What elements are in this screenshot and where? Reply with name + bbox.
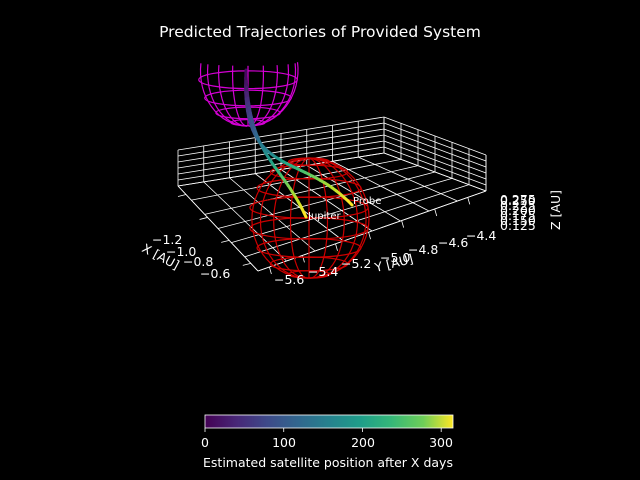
x-tick-label: −1.2 [152, 232, 182, 247]
magenta-sphere-longitude [249, 63, 297, 127]
magenta-sphere-longitude [232, 65, 248, 127]
y-tick-label: −5.4 [308, 264, 338, 279]
back-wall-grid-line [177, 122, 385, 157]
jupiter-sphere-longitude [289, 157, 310, 279]
y-tick-label: −4.6 [438, 235, 468, 250]
colorbar-tick-label: 100 [272, 435, 296, 450]
y-tick-mark [467, 197, 471, 205]
annotation-probe: Probe [353, 196, 381, 207]
colorbar-ticks [204, 428, 442, 432]
axes-box [177, 116, 487, 275]
jupiter-sphere-longitude [308, 157, 345, 279]
jupiter-sphere-longitude [308, 157, 329, 279]
x-axis-line [177, 185, 259, 272]
y-tick-label: −5.2 [341, 256, 371, 271]
back-wall-grid-line [177, 140, 385, 175]
chart-title: Predicted Trajectories of Provided Syste… [159, 23, 481, 41]
y-tick-mark [401, 220, 405, 228]
y-tick-mark [368, 232, 371, 240]
side-wall-grid-line [383, 122, 487, 162]
colorbar-tick-label: 300 [429, 435, 453, 450]
z-tick-label: 0.250 [500, 193, 536, 208]
probe-trajectory-segment [346, 199, 354, 207]
back-wall-grid-line [177, 152, 385, 187]
y-tick-label: −4.4 [466, 228, 496, 243]
magenta-sphere-longitude [217, 65, 248, 127]
colorbar [204, 414, 454, 429]
trajectories [244, 68, 354, 219]
x-tick-label: −0.6 [200, 266, 230, 281]
magenta-sphere-longitude [248, 65, 279, 127]
floor-grid-line [229, 177, 316, 252]
z-tick-label: 0.275 [500, 192, 536, 207]
colorbar-tick-label: 200 [351, 435, 375, 450]
back-wall-grid-line [177, 146, 385, 181]
back-wall-grid-line [177, 134, 385, 169]
x-tick-mark [177, 194, 187, 197]
y-tick-label: −5.0 [380, 250, 410, 265]
magenta-sphere-longitude [199, 63, 247, 127]
y-axis-label: Y [AU] [372, 251, 415, 275]
floor-grid-line [203, 181, 287, 262]
jupiter-trajectory-segment [302, 211, 308, 219]
jupiter-sphere [249, 157, 370, 279]
side-wall-grid-line [383, 116, 487, 156]
z-tick-label: 0.200 [500, 203, 536, 218]
y-tick-mark [335, 243, 338, 251]
floor-grid-line [332, 160, 430, 212]
y-tick-mark [434, 208, 438, 217]
jupiter-sphere-longitude [308, 157, 359, 279]
z-tick-label: 0.225 [500, 198, 536, 213]
back-wall-grid-line [177, 116, 385, 151]
colorbar-label: Estimated satellite position after X day… [203, 455, 453, 470]
colorbar-tick-label: 0 [201, 435, 209, 450]
x-tick-label: −1.0 [166, 244, 196, 259]
x-tick-mark [199, 217, 208, 220]
jupiter-sphere-longitude [273, 157, 310, 279]
z-axis-label: Z [AU] [548, 190, 563, 230]
x-tick-mark [221, 240, 230, 243]
y-tick-label: −4.8 [408, 242, 438, 257]
jupiter-sphere-longitude [308, 157, 367, 279]
z-tick-label: 0.125 [500, 218, 536, 233]
y-tick-mark [302, 255, 305, 263]
back-wall-grid-line [177, 128, 385, 163]
floor-grid-line [358, 156, 458, 202]
annotation-jupiter: Jupiter [307, 211, 341, 222]
y-tick-label: −5.6 [274, 272, 304, 287]
z-tick-label: 0.150 [500, 213, 536, 228]
z-tick-label: 0.175 [500, 208, 536, 223]
floor-grid-line [255, 173, 344, 242]
magenta-sphere-longitude [249, 64, 289, 127]
jupiter-sphere-longitude [251, 157, 310, 279]
x-tick-label: −0.8 [183, 254, 213, 269]
x-tick-mark [242, 262, 251, 266]
jupiter-sphere-longitude [259, 157, 310, 279]
y-tick-mark [269, 266, 272, 275]
